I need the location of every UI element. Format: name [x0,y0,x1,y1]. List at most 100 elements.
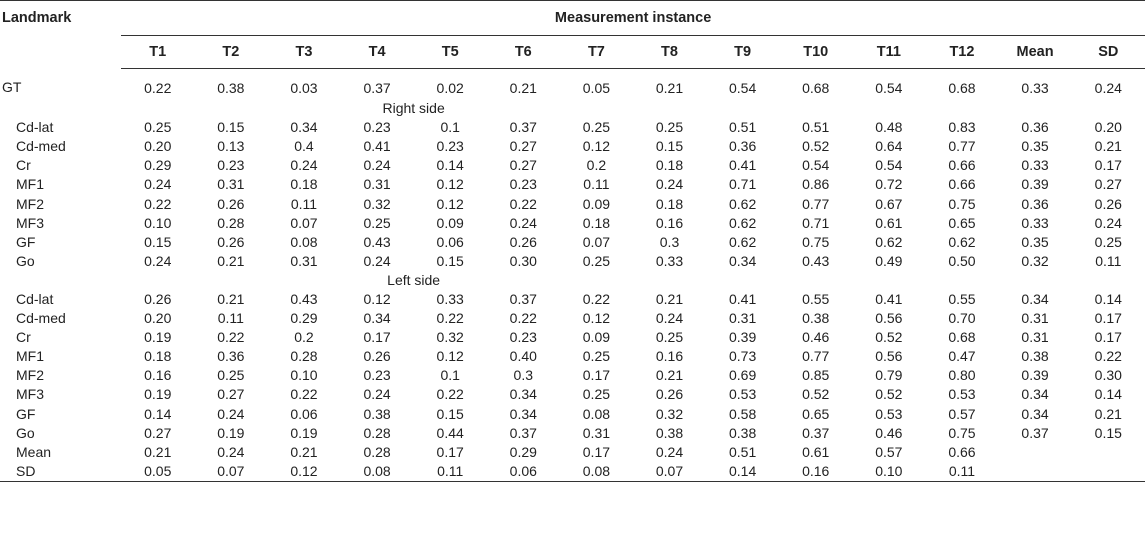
table-cell: 0.3 [659,233,680,250]
table-cell: 0.15 [436,405,464,422]
table-cell: 0.12 [267,461,341,482]
table-cell: 0.65 [802,405,830,422]
table-row: Cd-med 0.20 0.11 0.29 0.34 0.22 0.22 0.12 0.24 0.… [0,309,1145,328]
table-row: Mean 0.21 0.24 0.21 0.28 0.17 0.29 0.17 0.24 0.51… [0,443,1145,462]
table-cell [1072,443,1145,462]
table-cell: 0.43 [363,233,391,250]
row-label: Cd-med [16,310,66,327]
table-cell: 0.23 [363,119,391,136]
table-cell: 0.17 [1094,310,1122,327]
table-cell: 0.51 [728,443,757,460]
table-cell: 0.21 [1094,405,1122,422]
row-label: Cr [16,157,31,174]
section-label: Right side [382,100,445,117]
table-cell: 0.54 [875,79,903,96]
table-cell: 0.19 [144,386,172,403]
table-cell: 0.25 [1094,233,1122,250]
table-cell: 0.21 [655,367,684,384]
table-cell: 0.2 [586,157,607,174]
table-cell: 0.16 [655,214,684,231]
table-cell: 0.69 [728,367,757,384]
table-cell: 0.32 [363,195,391,212]
table-cell: 0.09 [436,214,464,231]
column-header-t1: T1 [121,35,195,69]
table-cell [999,443,1072,462]
table-cell: 0.12 [582,310,611,327]
table-cell: 0.20 [144,138,172,155]
header-row-columns: T1 T2 T3 T4 T5 T6 T7 T8 T9 T10 T11 T12 Mean SD [0,35,1145,69]
table-cell: 0.31 [363,176,391,193]
table-cell: 0.07 [290,214,318,231]
table-cell: 0.18 [655,157,684,174]
table-cell: 0.26 [363,348,391,365]
table-cell: 0.37 [509,424,537,441]
table-cell: 0.31 [728,310,757,327]
table-cell: 0.23 [363,367,391,384]
table-cell: 0.53 [948,386,976,403]
table-cell: 0.77 [948,138,976,155]
row-label: MF3 [16,214,44,231]
table-cell: 0.21 [509,79,537,96]
table-cell: 0.3 [513,367,534,384]
table-cell: 0.53 [728,386,757,403]
table-cell: 0.33 [1021,157,1049,174]
row-label: GT [2,79,22,96]
table-cell: 0.66 [948,443,976,460]
column-header-t12: T12 [925,35,999,69]
table-cell: 0.16 [655,348,684,365]
row-label: Cr [16,329,31,346]
table-cell: 0.34 [363,310,391,327]
table-cell: 0.61 [875,214,903,231]
table-cell: 0.25 [582,252,611,269]
table-row: MF1 0.18 0.36 0.28 0.26 0.12 0.40 0.25 0.16 0.73 0… [0,347,1145,366]
section-filler [706,271,1145,290]
table-cell: 0.62 [875,233,903,250]
table-row: Cr 0.19 0.22 0.2 0.17 0.32 0.23 0.09 0.25 0.39 0.4… [0,328,1145,347]
table-cell: 0.23 [509,329,537,346]
column-header-t3: T3 [267,35,341,69]
table-cell: 0.22 [582,290,611,307]
table-cell: 0.06 [290,405,318,422]
table-cell: 0.29 [509,443,537,460]
table-cell: 0.34 [1021,290,1049,307]
table-cell: 0.72 [875,176,903,193]
table-cell: 0.31 [582,424,611,441]
table-cell [1071,461,1145,482]
table-cell: 0.1 [440,119,460,136]
table-cell: 0.21 [655,79,684,96]
table-body: GT 0.22 0.38 0.03 0.37 0.02 0.21 0.05 0.21 0.54 0.… [0,69,1145,482]
table-cell: 0.34 [1021,386,1049,403]
row-label: MF2 [16,195,44,212]
table-cell: 0.35 [1021,233,1049,250]
table-cell: 0.31 [1021,329,1049,346]
table-cell: 0.54 [802,157,830,174]
table-cell: 0.09 [582,195,611,212]
table-cell: 0.67 [875,195,903,212]
table-cell: 0.37 [509,119,537,136]
table-cell: 0.66 [948,157,976,174]
table-cell: 0.52 [802,386,830,403]
section-row: Right side [0,99,1145,118]
table-cell: 0.62 [948,233,976,250]
table-cell: 0.44 [436,424,464,441]
table-cell: 0.24 [363,157,391,174]
table-cell: 0.43 [802,252,830,269]
table-cell: 0.46 [875,424,903,441]
table-cell: 0.15 [655,138,684,155]
table-cell: 0.52 [802,138,830,155]
table-cell: 0.17 [363,329,391,346]
table-cell: 0.26 [655,386,684,403]
table-cell: 0.16 [779,461,853,482]
table-cell: 0.47 [948,348,976,365]
row-label: GF [16,233,36,250]
table-cell: 0.33 [1021,214,1049,231]
table-cell: 0.22 [509,195,537,212]
table-cell: 0.37 [509,290,537,307]
table-cell: 0.24 [1094,79,1122,96]
table-cell: 0.36 [1021,119,1049,136]
table-cell: 0.34 [290,119,318,136]
table-cell: 0.31 [290,252,318,269]
table-cell: 0.80 [948,367,976,384]
table-cell: 0.62 [728,195,757,212]
table-cell: 0.14 [436,157,464,174]
